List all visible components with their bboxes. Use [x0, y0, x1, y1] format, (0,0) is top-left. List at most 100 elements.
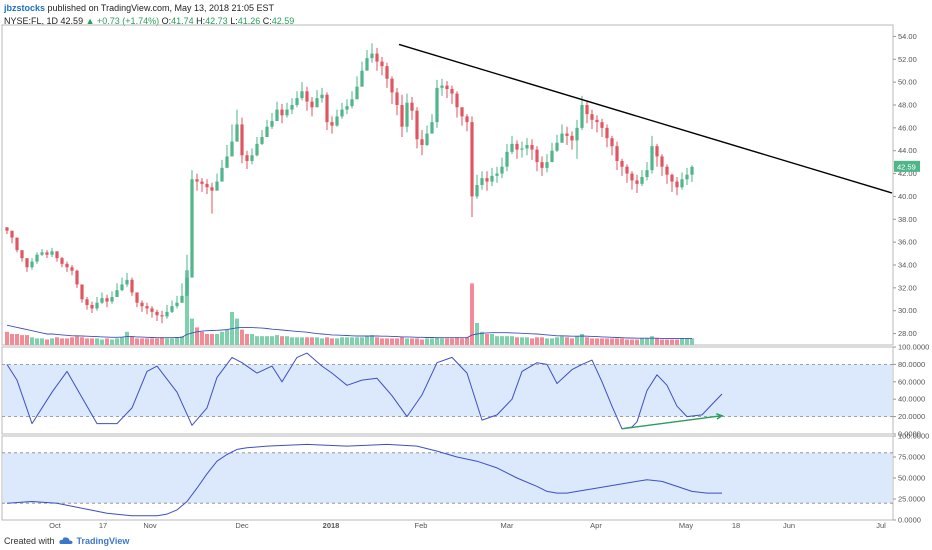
volume-bar: [280, 336, 284, 345]
volume-bar: [290, 337, 294, 345]
volume-bar: [630, 339, 634, 345]
candle: [435, 79, 439, 128]
volume-bar: [200, 331, 204, 345]
candle: [220, 159, 224, 182]
volume-bar: [40, 338, 44, 345]
author-name[interactable]: jbzstocks: [4, 3, 46, 13]
price-tick-label: 36.00: [898, 238, 917, 247]
candle: [655, 143, 659, 167]
candle: [550, 142, 554, 163]
chart-canvas[interactable]: 54.00 52.00 50.00 48.00 46.00 44.00 42.00 40.00…: [0, 0, 932, 532]
candle: [505, 143, 509, 172]
candle: [135, 292, 139, 308]
candle: [515, 140, 519, 159]
volume-bar: [135, 338, 139, 345]
chart-header: jbzstocks published on TradingView.com, …: [4, 2, 904, 28]
published-text: published on TradingView.com, May 13, 20…: [47, 3, 275, 13]
candle: [270, 113, 274, 129]
candle: [300, 82, 304, 101]
volume-bar: [295, 337, 299, 345]
volume-bar: [615, 338, 619, 345]
volume-bar: [330, 338, 334, 345]
volume-bar: [345, 337, 349, 345]
volume-bar: [470, 283, 474, 345]
volume-bar: [55, 337, 59, 345]
last-price-label: 42.59: [897, 162, 916, 171]
candle: [630, 171, 634, 190]
candle: [685, 167, 689, 185]
candle: [475, 174, 479, 199]
last-price: 42.59: [60, 16, 84, 26]
volume-bar: [685, 338, 689, 345]
ohlc-line: NYSE:FL, 1D 42.59 ▲ +0.73 (+1.74%) O:41.…: [4, 15, 904, 28]
price-change: +0.73 (+1.74%): [97, 16, 160, 26]
candle: [155, 309, 159, 321]
candle: [405, 93, 409, 133]
volume-bar: [285, 336, 289, 345]
candle: [545, 154, 549, 173]
stochastic-tick-label: 60.0000: [898, 377, 925, 386]
volume-bar: [495, 336, 499, 345]
pane-frame-1: [1, 346, 894, 435]
smoothed-oscillator-line: [6, 443, 722, 517]
candle: [675, 177, 679, 196]
candle: [490, 167, 494, 187]
volume-bar: [325, 337, 329, 345]
tradingview-cloud-icon: [58, 537, 73, 544]
last-price-badge: [894, 160, 920, 172]
candle: [355, 76, 359, 100]
candle: [325, 92, 329, 131]
up-arrow-icon: ▲: [85, 16, 95, 26]
candle: [10, 230, 14, 244]
volume-bars: [5, 270, 694, 345]
volume-bar: [125, 331, 129, 345]
volume-bar: [300, 337, 304, 345]
volume-bar: [570, 338, 574, 345]
volume-bar: [315, 337, 319, 345]
candle: [310, 97, 314, 117]
candle: [445, 81, 449, 99]
candle: [65, 261, 69, 272]
candle: [340, 102, 344, 119]
candle: [25, 258, 29, 272]
time-tick-label: Oct: [49, 521, 62, 530]
volume-bar: [310, 337, 314, 345]
volume-bar: [50, 338, 54, 345]
volume-bar: [15, 334, 19, 345]
volume-bar: [60, 338, 64, 345]
volume-bar: [115, 338, 119, 345]
price-tick-label: 32.00: [898, 283, 917, 292]
time-tick-label: 2018: [323, 521, 340, 530]
candle: [105, 294, 109, 308]
volume-bar: [410, 338, 414, 345]
candle: [650, 135, 654, 174]
volume-bar: [560, 336, 564, 345]
high-value: 42.73: [205, 16, 228, 26]
candle: [555, 134, 559, 152]
volume-bar: [430, 338, 434, 345]
candle: [245, 150, 249, 169]
candle: [20, 250, 24, 262]
stochastic-tick-label: 100.0000: [898, 343, 929, 352]
candle: [455, 91, 459, 118]
volume-bar: [350, 337, 354, 345]
candle: [15, 237, 19, 253]
candle: [55, 251, 59, 262]
candle: [680, 172, 684, 190]
candle: [115, 283, 119, 297]
stochastic-tick-label: 80.0000: [898, 360, 925, 369]
volume-bar: [265, 336, 269, 345]
volume-bar: [340, 337, 344, 345]
volume-bar: [420, 339, 424, 345]
volume-bar: [365, 336, 369, 345]
candle: [450, 85, 454, 104]
volume-bar: [205, 334, 209, 345]
candle: [60, 257, 64, 268]
volume-bar: [565, 337, 569, 345]
volume-bar: [130, 336, 134, 345]
volume-bar: [490, 334, 494, 345]
tradingview-brand[interactable]: TradingView: [76, 536, 130, 546]
volume-bar: [535, 337, 539, 345]
candle: [185, 254, 189, 296]
price-tick-label: 30.00: [898, 306, 917, 315]
